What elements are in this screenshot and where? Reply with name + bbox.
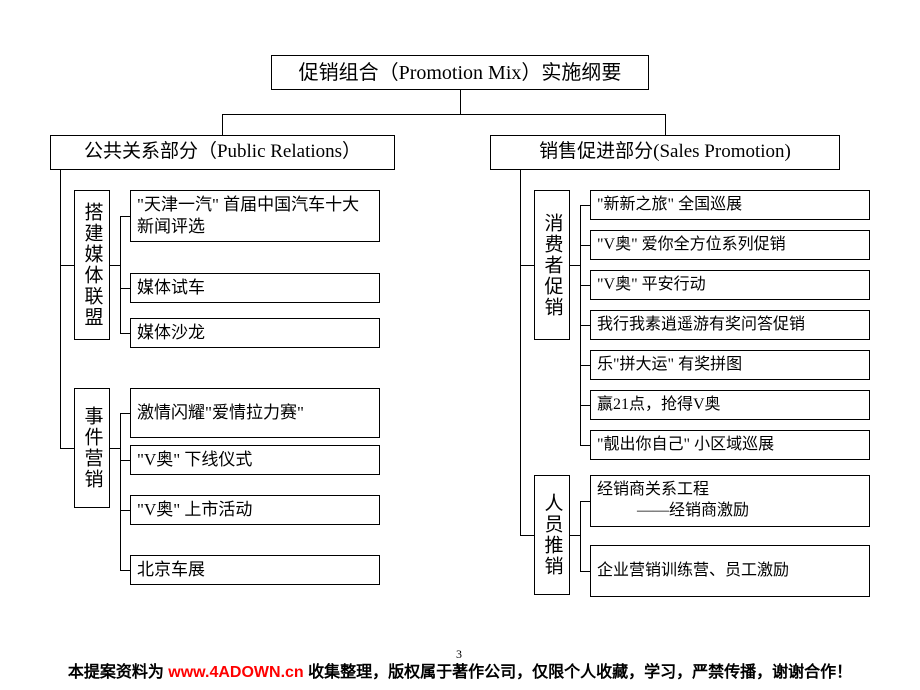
root-node: 促销组合（Promotion Mix）实施纲要 xyxy=(271,55,649,90)
connector-line xyxy=(110,448,120,449)
connector-line xyxy=(120,570,130,571)
right-item: 经销商关系工程 ——经销商激励 xyxy=(590,475,870,527)
connector-line xyxy=(222,114,223,135)
left-item: "V奥" 上市活动 xyxy=(130,495,380,525)
connector-line xyxy=(120,333,130,334)
left-item: 北京车展 xyxy=(130,555,380,585)
connector-line xyxy=(580,571,590,572)
right-item: 乐"拼大运" 有奖拼图 xyxy=(590,350,870,380)
right-category-1: 人员推销 xyxy=(534,475,570,595)
connector-line xyxy=(665,114,666,135)
connector-line xyxy=(60,170,61,448)
left-category-0: 搭建媒体联盟 xyxy=(74,190,110,340)
connector-line xyxy=(110,265,120,266)
right-item: "V奥" 平安行动 xyxy=(590,270,870,300)
connector-line xyxy=(120,460,130,461)
connector-line xyxy=(570,265,580,266)
connector-line xyxy=(580,501,581,571)
connector-line xyxy=(120,216,130,217)
left-item: 媒体沙龙 xyxy=(130,318,380,348)
connector-line xyxy=(580,405,590,406)
connector-line xyxy=(120,216,121,333)
connector-line xyxy=(222,114,665,115)
right-category-0: 消费者促销 xyxy=(534,190,570,340)
connector-line xyxy=(570,535,580,536)
footer-pre: 本提案资料为 xyxy=(68,664,168,681)
connector-line xyxy=(520,265,534,266)
connector-line xyxy=(60,265,74,266)
footer-post: 收集整理，版权属于著作公司，仅限个人收藏，学习，严禁传播，谢谢合作！ xyxy=(304,664,852,681)
right-item: 我行我素逍遥游有奖问答促销 xyxy=(590,310,870,340)
connector-line xyxy=(120,510,130,511)
connector-line xyxy=(580,365,590,366)
left-item: 媒体试车 xyxy=(130,273,380,303)
connector-line xyxy=(580,501,590,502)
connector-line xyxy=(580,325,590,326)
connector-line xyxy=(120,413,121,570)
connector-line xyxy=(520,170,521,535)
right-item: "V奥" 爱你全方位系列促销 xyxy=(590,230,870,260)
right-item: "新新之旅" 全国巡展 xyxy=(590,190,870,220)
connector-line xyxy=(460,90,461,114)
left-item: 激情闪耀"爱情拉力赛" xyxy=(130,388,380,438)
connector-line xyxy=(60,448,74,449)
connector-line xyxy=(580,445,590,446)
right-item: "靓出你自己" 小区域巡展 xyxy=(590,430,870,460)
page-number: 3 xyxy=(456,647,462,662)
right-item: 赢21点，抢得V奥 xyxy=(590,390,870,420)
left-item: "V奥" 下线仪式 xyxy=(130,445,380,475)
left-category-1: 事件营销 xyxy=(74,388,110,508)
connector-line xyxy=(120,413,130,414)
connector-line xyxy=(580,245,590,246)
connector-line xyxy=(580,205,590,206)
footer-url: www.4ADOWN.cn xyxy=(168,664,303,681)
connector-line xyxy=(120,288,130,289)
left-item: "天津一汽" 首届中国汽车十大新闻评选 xyxy=(130,190,380,242)
right-item: 企业营销训练营、员工激励 xyxy=(590,545,870,597)
left-branch-title: 公共关系部分（Public Relations） xyxy=(50,135,395,170)
connector-line xyxy=(580,285,590,286)
right-branch-title: 销售促进部分(Sales Promotion) xyxy=(490,135,840,170)
connector-line xyxy=(520,535,534,536)
